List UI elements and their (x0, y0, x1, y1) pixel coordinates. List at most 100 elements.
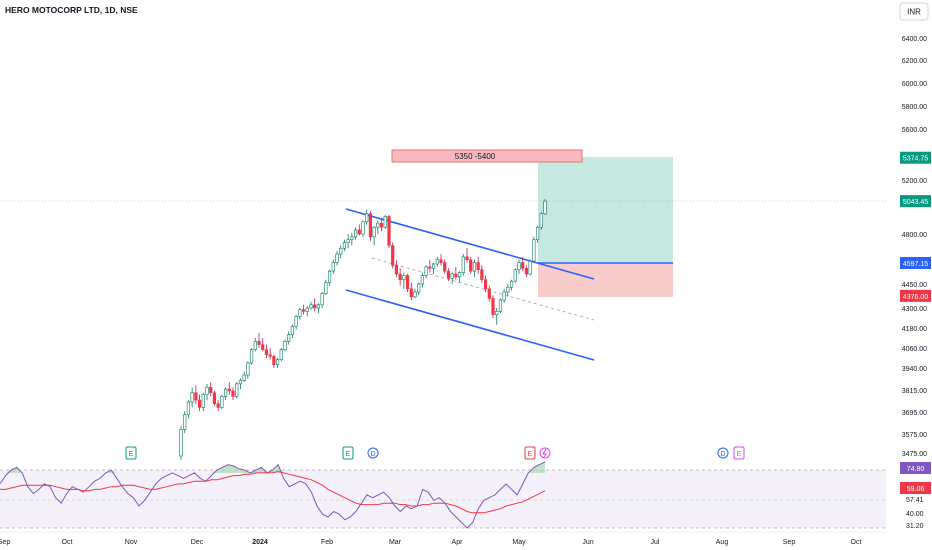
rsi-overbought-fill (0, 461, 545, 473)
candle-body (183, 414, 187, 430)
candle-body (231, 390, 235, 397)
earnings-event-icon[interactable] (342, 446, 354, 460)
candle-body (257, 341, 261, 345)
earnings-event-icon[interactable] (524, 446, 536, 460)
candle-body (346, 239, 350, 243)
candle-body (361, 221, 365, 235)
candle-body (246, 362, 250, 376)
candle-body (294, 316, 298, 327)
channel-upper-line[interactable] (345, 208, 595, 280)
candle-body (521, 262, 525, 269)
candle-body (327, 270, 332, 283)
rsi-ma-line (0, 470, 546, 514)
time-axis[interactable]: Sep Oct Nov Dec 2024 Feb Mar Apr May Jun Jul Aug Sep… (0, 539, 861, 546)
time-tick-label: Oct (62, 539, 73, 546)
candle-body (465, 256, 469, 261)
time-tick-label: Nov (125, 539, 138, 546)
candle-body (461, 256, 465, 273)
candle-body (469, 259, 473, 272)
candle-body (301, 309, 306, 312)
earnings-event-icon[interactable] (125, 446, 137, 460)
channel-lower-line[interactable] (345, 289, 595, 361)
price-badge-label: 4597.15 (903, 261, 928, 268)
candle-body (428, 266, 432, 269)
candles-group (179, 198, 547, 460)
candle-body (339, 247, 343, 255)
candle-body (417, 283, 421, 293)
time-tick-label: Sep (783, 539, 796, 546)
candle-body (261, 344, 265, 350)
lightning-icon (542, 448, 547, 458)
earnings-event-icon[interactable] (733, 446, 745, 460)
candle-body (324, 282, 328, 294)
candle-body (387, 216, 391, 246)
candle-body (216, 403, 220, 408)
price-badges: 5374.75 5043.45 4597.15 4376.00 (900, 151, 931, 302)
price-axis[interactable]: 6400.00 6200.00 6000.00 5800.00 5600.00 5200.… (902, 36, 927, 458)
event-label: E (528, 451, 533, 458)
candle-body (435, 259, 439, 265)
candle-body (194, 392, 198, 401)
dividend-event-icon[interactable] (717, 447, 729, 459)
price-tick-label: 3940.00 (902, 366, 927, 373)
time-tick-label: Aug (716, 539, 729, 546)
rsi-axis: 74.80 59.06 57.41 40.00 31.20 (900, 462, 931, 530)
candle-body (483, 279, 488, 290)
candle-body (409, 288, 413, 298)
candle-body (532, 239, 536, 262)
price-tick-label: 4300.00 (902, 306, 927, 313)
candle-body (275, 359, 280, 365)
candle-body (357, 229, 361, 235)
rsi-badge (900, 462, 931, 474)
price-tick-label: 5200.00 (902, 178, 927, 185)
candle-body (513, 269, 517, 282)
time-tick-label: Feb (321, 539, 333, 546)
candle-body (472, 262, 477, 272)
candle-body (179, 429, 183, 457)
candle-body (223, 388, 228, 397)
event-label: D (370, 451, 375, 458)
candle-body (506, 286, 510, 293)
candle-body (242, 374, 246, 381)
price-tick-label: 6400.00 (902, 36, 927, 43)
price-badge (900, 195, 931, 208)
price-badge (900, 151, 931, 164)
candle-body (205, 387, 209, 395)
rsi-tick-label: 31.20 (906, 523, 924, 530)
candle-body (443, 262, 447, 272)
candle-body (249, 349, 254, 364)
candle-body (313, 304, 317, 309)
candle-body (298, 309, 302, 317)
candle-body (268, 354, 272, 357)
time-tick-label: Mar (389, 539, 402, 546)
candle-body (209, 387, 213, 394)
candle-body (439, 259, 443, 263)
time-tick-label: Dec (191, 539, 204, 546)
time-tick-label: Apr (452, 539, 464, 546)
candle-body (431, 263, 436, 269)
candle-body (305, 307, 309, 312)
candle-body (186, 401, 191, 416)
split-event-icon[interactable] (539, 447, 551, 459)
candle-body (235, 383, 239, 397)
stop-zone (538, 263, 673, 297)
price-tick-label: 6200.00 (902, 58, 927, 65)
price-tick-label: 5600.00 (902, 127, 927, 134)
rsi-badge (900, 482, 931, 494)
price-badge (900, 256, 931, 269)
currency-box[interactable] (899, 2, 929, 21)
candle-body (398, 273, 402, 281)
candle-body (539, 213, 543, 228)
candle-body (372, 226, 376, 238)
candle-body (272, 356, 276, 365)
channel-mid-line (371, 257, 595, 321)
candle-body (535, 226, 540, 241)
candle-body (379, 222, 384, 228)
candle-body (543, 200, 547, 215)
candle-body (316, 304, 321, 309)
dividend-event-icon[interactable] (367, 447, 379, 459)
rsi-line (0, 461, 546, 529)
